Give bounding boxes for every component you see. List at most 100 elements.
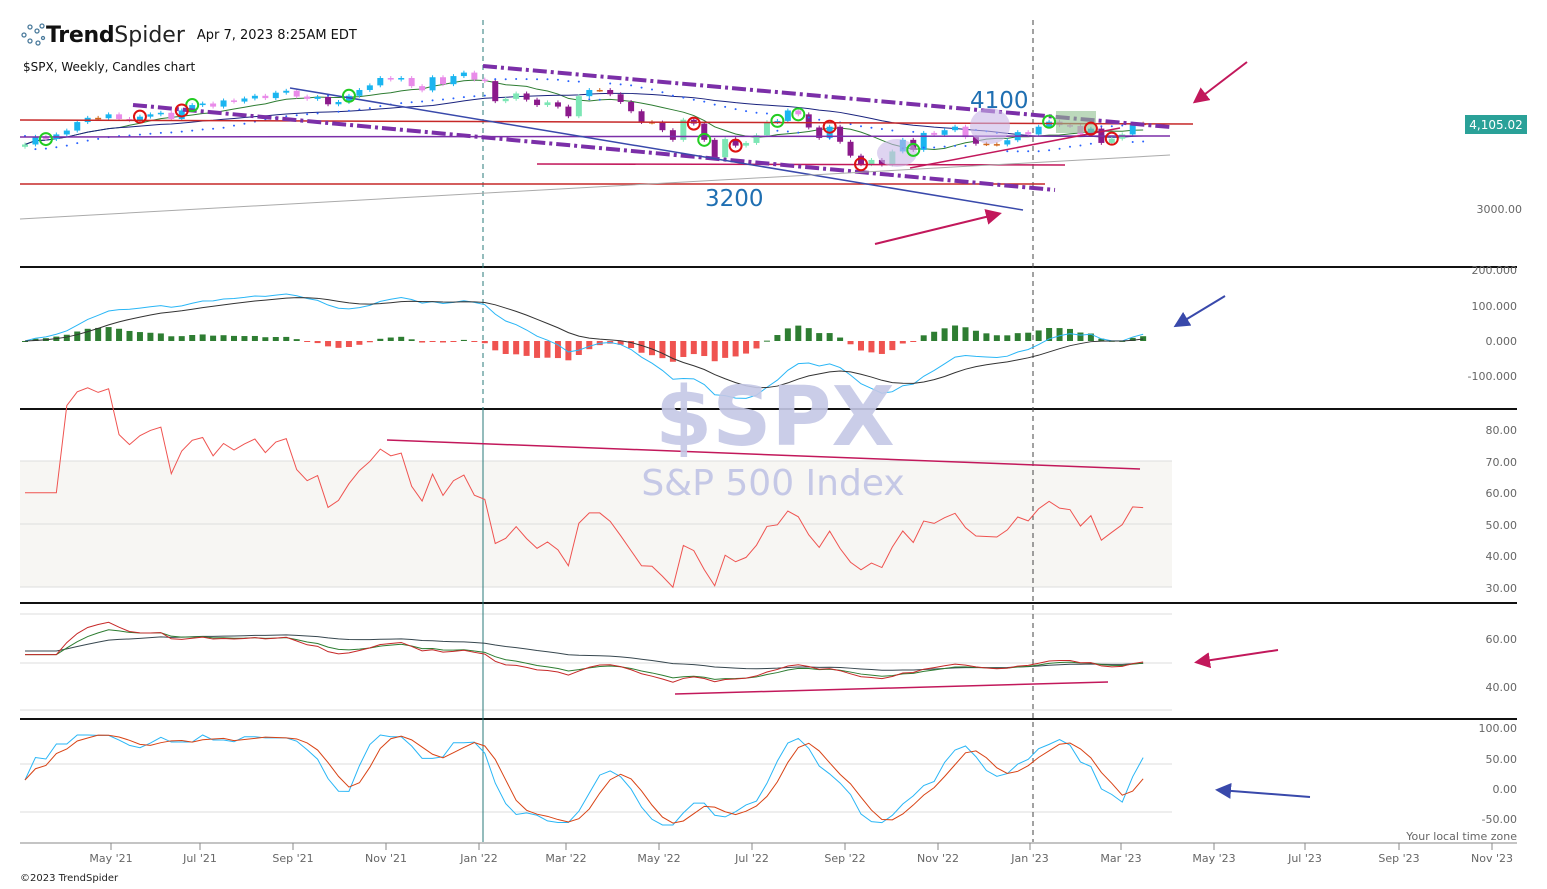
- sar-dot: [567, 80, 570, 83]
- macd-histogram-bar: [178, 336, 185, 341]
- sar-dot: [525, 78, 528, 81]
- sar-dot: [724, 105, 727, 108]
- sar-dot: [400, 102, 403, 105]
- sar-dot: [483, 94, 486, 97]
- candle: [868, 159, 875, 165]
- candle: [972, 137, 979, 144]
- macd-histogram-bar: [1087, 333, 1094, 341]
- sar-dot: [964, 144, 967, 147]
- buy-signal-marker: [38, 132, 53, 147]
- buy-signal-marker: [770, 113, 785, 128]
- candle: [377, 78, 384, 86]
- candle: [784, 110, 791, 121]
- watermark-symbol: $SPX: [655, 370, 894, 465]
- macd-histogram-bar: [199, 334, 206, 341]
- x-axis-tick: Nov '23: [1471, 852, 1513, 865]
- sar-dot: [943, 145, 946, 148]
- sar-dot: [76, 142, 79, 145]
- timestamp: Apr 7, 2023 8:25AM EDT: [196, 27, 357, 43]
- sar-dot: [295, 114, 298, 117]
- candle: [471, 72, 478, 80]
- sar-dot: [755, 111, 758, 114]
- macd-histogram-bar: [586, 341, 593, 350]
- candle: [847, 141, 854, 156]
- indicator-layer: [22, 79, 1147, 826]
- sar-dot: [671, 94, 674, 97]
- sar-dot: [1058, 147, 1061, 150]
- sar-dot: [556, 78, 559, 81]
- macd-histogram-bar: [774, 335, 781, 341]
- rsi-line: [25, 387, 1144, 589]
- candle: [231, 100, 237, 102]
- sar-dot: [577, 80, 580, 83]
- macd-histogram-bar: [377, 338, 384, 341]
- candle: [993, 144, 1000, 146]
- sell-signal-marker: [728, 138, 743, 153]
- sar-dot: [347, 109, 350, 112]
- sar-dot: [462, 96, 465, 99]
- macd-histogram-bar: [116, 328, 123, 341]
- candle: [1035, 126, 1042, 135]
- sell-signal-marker: [854, 157, 868, 172]
- sar-dot: [368, 107, 371, 110]
- sar-dot: [818, 118, 821, 121]
- macd-histogram-bar: [847, 341, 854, 345]
- sar-dot: [912, 130, 915, 133]
- candle: [795, 110, 802, 115]
- sar-dot: [285, 115, 288, 118]
- x-axis-tick: Jul '22: [734, 852, 769, 865]
- macd-histogram-bar: [241, 336, 248, 341]
- macd-histogram-bar: [95, 327, 102, 341]
- macd-histogram-bar: [711, 341, 718, 362]
- sar-dot: [849, 123, 852, 126]
- x-axis-tick: May '23: [1192, 852, 1235, 865]
- macd-histogram-bar: [659, 341, 666, 359]
- macd-histogram-bar: [858, 341, 864, 351]
- macd-histogram-bar: [993, 335, 1000, 341]
- sar-dot: [149, 132, 152, 135]
- macd-histogram-bar: [1129, 337, 1136, 341]
- y-axis-tick: 30.00: [1486, 582, 1518, 595]
- sar-dot: [233, 124, 235, 127]
- x-axis-tick: Sep '23: [1378, 852, 1419, 865]
- candle: [492, 81, 499, 102]
- brand-bold: Trend: [46, 22, 115, 48]
- sar-dot: [504, 78, 507, 81]
- y-axis-tick: 70.00: [1486, 456, 1518, 469]
- candle: [220, 100, 227, 107]
- x-axis-tick: Nov '22: [917, 852, 959, 865]
- macd-histogram-bar: [345, 341, 352, 347]
- candle: [74, 122, 81, 131]
- sar-dot: [860, 125, 862, 128]
- sar-dot: [494, 78, 497, 81]
- macd-histogram-bar: [743, 341, 750, 354]
- macd-histogram-bar: [189, 334, 196, 341]
- macd-histogram-bar: [262, 337, 269, 341]
- y-axis-tick: 0.000: [1486, 335, 1518, 348]
- sar-dot: [765, 112, 768, 115]
- macd-histogram-bar: [941, 328, 948, 341]
- candle: [304, 96, 311, 99]
- arrow-icon: [1194, 649, 1279, 669]
- sell-signal-marker: [686, 116, 701, 131]
- macd-histogram-bar: [231, 335, 237, 341]
- sar-dot: [1048, 149, 1051, 152]
- macd-histogram-bar: [157, 333, 164, 341]
- candle: [554, 102, 561, 107]
- annotation-4100: 4100: [970, 88, 1029, 114]
- candle: [878, 159, 885, 165]
- sar-dot: [692, 98, 695, 101]
- sar-dot: [640, 86, 643, 89]
- candle: [962, 126, 969, 138]
- candle: [774, 120, 781, 123]
- macd-histogram-bar: [356, 341, 363, 345]
- sar-dot: [922, 146, 925, 149]
- sar-dot: [55, 146, 58, 149]
- signal-markers: [38, 88, 1119, 172]
- y-axis-tick: -50.00: [1482, 813, 1517, 826]
- buy-signal-marker: [791, 107, 806, 122]
- candle: [586, 89, 593, 97]
- candle: [366, 85, 373, 90]
- candle: [837, 126, 844, 142]
